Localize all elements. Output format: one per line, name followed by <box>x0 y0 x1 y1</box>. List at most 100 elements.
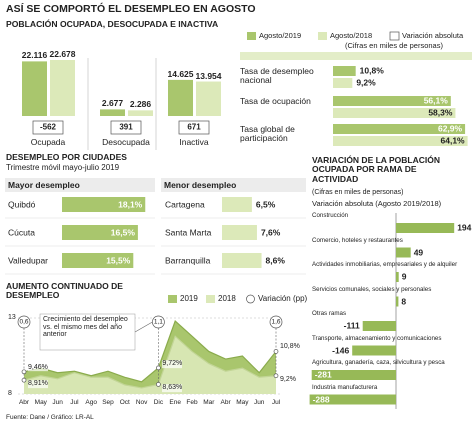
value-label: 9,46% <box>28 363 48 372</box>
category-label: Quibdó <box>8 198 36 209</box>
note: (Cifras en miles de personas) <box>345 41 443 50</box>
variation-label: 671 <box>187 122 201 132</box>
variation-label: 391 <box>119 122 133 132</box>
variation-label: 0,6 <box>19 318 29 326</box>
x-tick-label: Sep <box>102 399 114 406</box>
category-label: Barranquilla <box>165 254 211 265</box>
category-label: Industria manufacturera <box>312 383 378 391</box>
bar <box>222 253 262 268</box>
value-label: 22.116 <box>21 50 48 61</box>
annotation: Crecimiento del desempleo vs. el mismo m… <box>43 316 128 339</box>
point <box>21 377 27 383</box>
x-tick-label: Dic <box>153 399 164 406</box>
category-label: Agricultura, ganadería, caza, silvicultu… <box>312 359 445 366</box>
bar <box>311 370 396 380</box>
category-label: Comercio, hoteles y restaurantes <box>312 236 403 244</box>
category-label: Tasa de ocupación <box>240 96 311 106</box>
legend-swatch <box>247 32 256 40</box>
x-tick-label: Jun <box>52 399 63 406</box>
x-tick-label: Ene <box>169 399 181 406</box>
value-label: 8,63% <box>162 384 183 393</box>
value-label: 10,8% <box>359 65 384 76</box>
category-label: Cúcuta <box>8 226 35 237</box>
value-label: 8,91% <box>28 380 48 388</box>
group-header <box>161 178 306 192</box>
category-label: Otras ramas <box>312 310 347 317</box>
category-label: Desocupada <box>102 137 150 147</box>
x-tick-label: Nov <box>135 399 148 406</box>
variation-box <box>178 120 210 135</box>
bar <box>396 272 399 282</box>
variation-marker <box>269 315 283 329</box>
area-fill <box>24 336 276 394</box>
chart-subtitle: (Cifras en miles de personas) <box>312 189 404 196</box>
category-label: Tasa global de participación <box>240 124 295 144</box>
bar <box>196 81 221 116</box>
value-label: 58,3% <box>428 107 453 118</box>
value-label: 2.286 <box>129 99 152 110</box>
group-title: Menor desempleo <box>164 180 237 190</box>
bar <box>396 247 411 258</box>
value-label: 9 <box>401 271 407 282</box>
bar <box>168 79 193 116</box>
annotation-leader <box>134 321 153 333</box>
bar <box>62 197 146 212</box>
value-label: 9,2% <box>356 77 376 88</box>
category-label: Santa Marta <box>165 226 212 237</box>
value-label: 9,72% <box>162 360 183 368</box>
bar <box>222 225 257 240</box>
line <box>23 319 277 383</box>
variation-box <box>110 120 142 135</box>
point <box>156 382 161 387</box>
legend-swatch <box>318 32 327 40</box>
x-tick-label: Jul <box>271 399 281 406</box>
category-label: Cartagena <box>165 198 205 209</box>
variation-box <box>32 120 64 135</box>
x-tick-label: Jun <box>253 399 265 406</box>
legend-label: Agosto/2018 <box>330 31 373 40</box>
category-label: Actividades inmobiliarias, empresariales… <box>312 261 458 268</box>
legend-label: 2019 <box>180 294 198 303</box>
bar <box>309 394 396 405</box>
category-label: Inactiva <box>179 137 209 147</box>
y-tick-label: 13 <box>8 314 16 322</box>
bar <box>396 296 399 307</box>
value-label: 13.954 <box>195 70 222 81</box>
value-label: 18,1% <box>118 198 143 209</box>
legend-label: 2018 <box>218 294 236 303</box>
bar <box>128 110 153 116</box>
x-tick-label: Feb <box>186 399 198 406</box>
bar <box>222 197 252 212</box>
value-label: 56,1% <box>423 95 448 106</box>
x-tick-label: Oct <box>119 399 130 406</box>
value-label: 6,5% <box>255 198 276 209</box>
value-label: 2.677 <box>101 98 124 109</box>
point <box>156 365 161 371</box>
legend-label: Variación absoluta <box>402 31 464 40</box>
bar <box>62 253 134 268</box>
source: Fuente: Dane / Gráfico: LR-AL <box>6 414 94 421</box>
variation-label: 1,1 <box>153 318 163 326</box>
section-title: DESEMPLEO POR CIUDADES <box>6 152 127 162</box>
bar <box>333 66 356 76</box>
category-label: Construcción <box>312 212 349 219</box>
group-title: Mayor desempleo <box>8 180 80 190</box>
value-label: 194 <box>457 222 472 233</box>
legend-band <box>240 52 472 60</box>
bar <box>62 225 138 240</box>
bar <box>100 109 125 116</box>
value-label: 64,1% <box>440 135 465 146</box>
category-label: Transporte, almacenamiento y comunicacio… <box>312 334 442 342</box>
bar <box>396 223 455 233</box>
value-label: 10,8% <box>280 343 300 352</box>
bar <box>333 108 456 118</box>
x-tick-label: Abr <box>220 399 231 406</box>
point <box>273 373 279 379</box>
variation-label: 1,6 <box>271 318 281 326</box>
point <box>21 369 27 375</box>
value-label: -146 <box>332 344 350 355</box>
value-label: 15,5% <box>106 254 131 265</box>
value-label: 14.625 <box>167 68 194 79</box>
